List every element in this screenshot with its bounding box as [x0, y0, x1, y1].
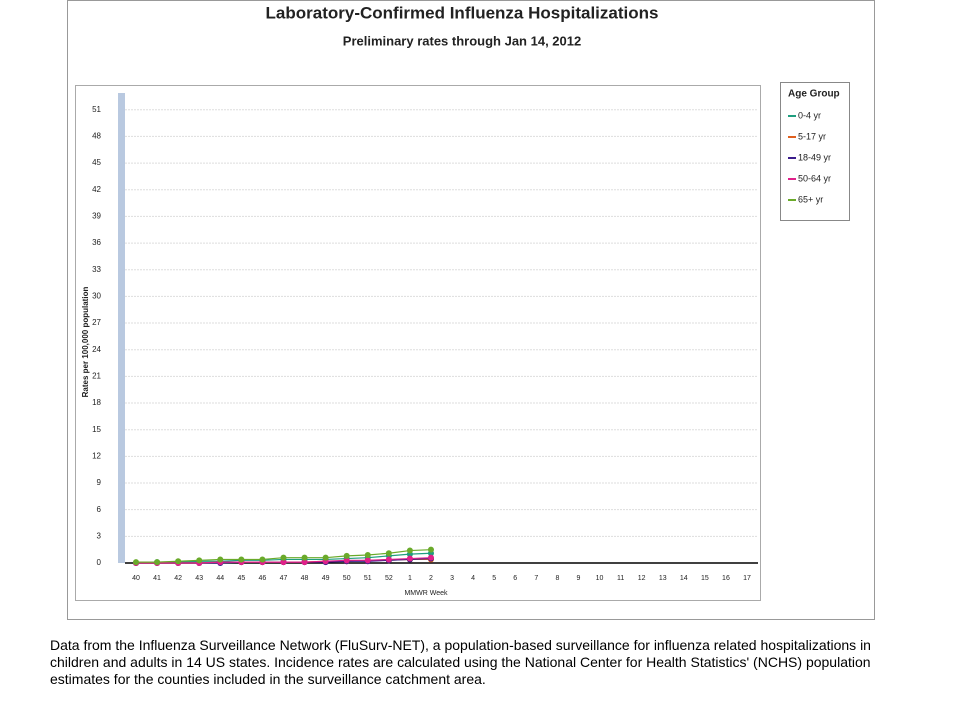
x-tick-label: 16	[722, 575, 730, 582]
legend-label: 50-64 yr	[798, 173, 831, 183]
y-tick-label: 51	[92, 105, 101, 114]
chart: Laboratory-Confirmed Influenza Hospitali…	[67, 0, 875, 620]
y-tick-label: 27	[92, 318, 101, 327]
y-tick-label: 0	[97, 558, 102, 567]
x-tick-label: 48	[301, 575, 309, 582]
x-tick-label: 7	[534, 575, 538, 582]
x-tick-label: 13	[659, 575, 667, 582]
point	[196, 557, 203, 564]
y-tick-label: 21	[92, 371, 101, 380]
y-tick-label: 24	[92, 345, 101, 354]
point	[280, 554, 287, 561]
plot-frame	[75, 85, 761, 601]
x-tick-label: 14	[680, 575, 688, 582]
y-tick-label: 3	[97, 531, 102, 540]
y-tick-label: 6	[97, 505, 102, 514]
x-tick-label: 17	[743, 575, 751, 582]
x-tick-label: 12	[638, 575, 646, 582]
point	[385, 556, 392, 563]
y-tick-label: 9	[97, 478, 102, 487]
x-tick-label: 4	[471, 575, 475, 582]
point	[364, 552, 371, 559]
point	[427, 546, 434, 553]
y-tick-label: 15	[92, 425, 101, 434]
legend-label: 5-17 yr	[798, 131, 826, 141]
x-tick-label: 40	[132, 575, 140, 582]
point	[301, 559, 308, 566]
point	[280, 559, 287, 566]
point	[133, 559, 139, 566]
x-tick-label: 15	[701, 575, 709, 582]
y-tick-label: 39	[92, 212, 101, 221]
point	[343, 557, 350, 564]
y-tick-label: 42	[92, 185, 101, 194]
x-tick-label: 1	[408, 575, 412, 582]
legend-title: Age Group	[788, 89, 840, 100]
x-axis-label: MMWR Week	[404, 590, 448, 597]
x-tick-label: 8	[555, 575, 559, 582]
point	[259, 556, 266, 563]
point	[364, 557, 371, 564]
y-tick-label: 18	[92, 398, 101, 407]
x-tick-label: 51	[364, 575, 372, 582]
x-tick-label: 52	[385, 575, 393, 582]
x-tick-label: 46	[259, 575, 267, 582]
legend-label: 18-49 yr	[798, 152, 831, 162]
legend-label: 0-4 yr	[798, 110, 821, 120]
chart-title: Laboratory-Confirmed Influenza Hospitali…	[266, 3, 659, 22]
legend-box	[780, 82, 850, 221]
x-tick-label: 2	[429, 575, 433, 582]
x-tick-label: 42	[174, 575, 182, 582]
x-tick-label: 50	[343, 575, 351, 582]
footnote: Data from the Influenza Surveillance Net…	[50, 637, 871, 687]
x-tick-label: 11	[617, 575, 624, 582]
axis-bar	[118, 93, 125, 563]
chart-subtitle: Preliminary rates through Jan 14, 2012	[343, 33, 581, 48]
point	[406, 547, 413, 554]
x-tick-label: 3	[450, 575, 454, 582]
y-tick-label: 45	[92, 158, 101, 167]
y-tick-label: 30	[92, 292, 101, 301]
x-tick-label: 10	[596, 575, 604, 582]
x-tick-label: 5	[492, 575, 496, 582]
point	[217, 556, 224, 563]
point	[238, 556, 245, 563]
frame	[67, 0, 875, 620]
y-tick-label: 33	[92, 265, 101, 274]
x-tick-label: 41	[153, 575, 161, 582]
point	[427, 554, 434, 561]
x-tick-label: 47	[280, 575, 288, 582]
legend-label: 65+ yr	[798, 194, 823, 204]
point	[175, 558, 182, 565]
x-tick-label: 6	[513, 575, 517, 582]
x-tick-label: 44	[216, 575, 224, 582]
point	[343, 552, 350, 559]
y-axis-label: Rates per 100,000 population	[81, 287, 90, 398]
x-tick-label: 49	[322, 575, 330, 582]
x-tick-label: 43	[195, 575, 203, 582]
point	[322, 554, 329, 561]
y-tick-label: 12	[92, 451, 101, 460]
point	[154, 559, 161, 566]
x-tick-label: 45	[237, 575, 245, 582]
point	[385, 550, 392, 557]
x-tick-label: 9	[577, 575, 581, 582]
y-tick-label: 36	[92, 238, 101, 247]
point	[301, 554, 308, 561]
y-tick-label: 48	[92, 132, 101, 141]
point	[406, 555, 413, 562]
